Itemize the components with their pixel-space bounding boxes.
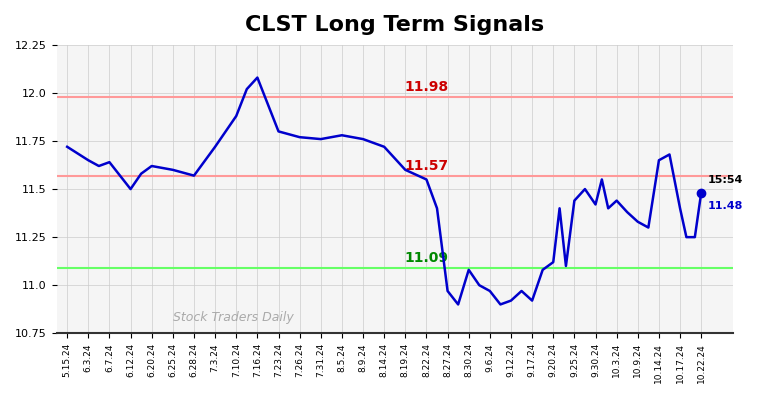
- Text: 11.48: 11.48: [707, 201, 743, 211]
- Text: 11.57: 11.57: [405, 159, 448, 173]
- Title: CLST Long Term Signals: CLST Long Term Signals: [245, 15, 544, 35]
- Text: 11.98: 11.98: [405, 80, 448, 94]
- Text: 15:54: 15:54: [707, 175, 743, 185]
- Text: Stock Traders Daily: Stock Traders Daily: [172, 311, 293, 324]
- Text: 11.09: 11.09: [405, 251, 448, 265]
